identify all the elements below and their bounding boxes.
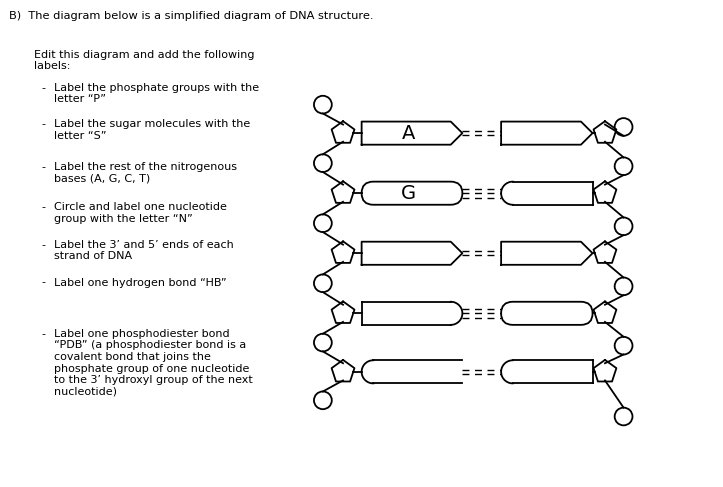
Text: Edit this diagram and add the following
labels:: Edit this diagram and add the following … — [34, 50, 254, 71]
Text: Label one hydrogen bond “HB”: Label one hydrogen bond “HB” — [54, 278, 227, 288]
Text: Circle and label one nucleotide
group with the letter “N”: Circle and label one nucleotide group wi… — [54, 202, 227, 224]
Text: -: - — [42, 119, 46, 130]
Text: -: - — [42, 329, 46, 339]
Text: -: - — [42, 240, 46, 250]
Text: Label the phosphate groups with the
letter “P”: Label the phosphate groups with the lett… — [54, 83, 260, 104]
Text: A: A — [401, 124, 415, 143]
Text: -: - — [42, 278, 46, 288]
Text: B)  The diagram below is a simplified diagram of DNA structure.: B) The diagram below is a simplified dia… — [9, 11, 374, 21]
Text: Label one phosphodiester bond
“PDB” (a phosphodiester bond is a
covalent bond th: Label one phosphodiester bond “PDB” (a p… — [54, 329, 253, 397]
Text: Label the sugar molecules with the
letter “S”: Label the sugar molecules with the lette… — [54, 119, 250, 141]
Text: -: - — [42, 83, 46, 93]
Text: -: - — [42, 202, 46, 212]
Text: G: G — [401, 184, 416, 203]
Text: Label the rest of the nitrogenous
bases (A, G, C, T): Label the rest of the nitrogenous bases … — [54, 162, 237, 183]
Text: Label the 3’ and 5’ ends of each
strand of DNA: Label the 3’ and 5’ ends of each strand … — [54, 240, 234, 261]
Text: -: - — [42, 162, 46, 172]
